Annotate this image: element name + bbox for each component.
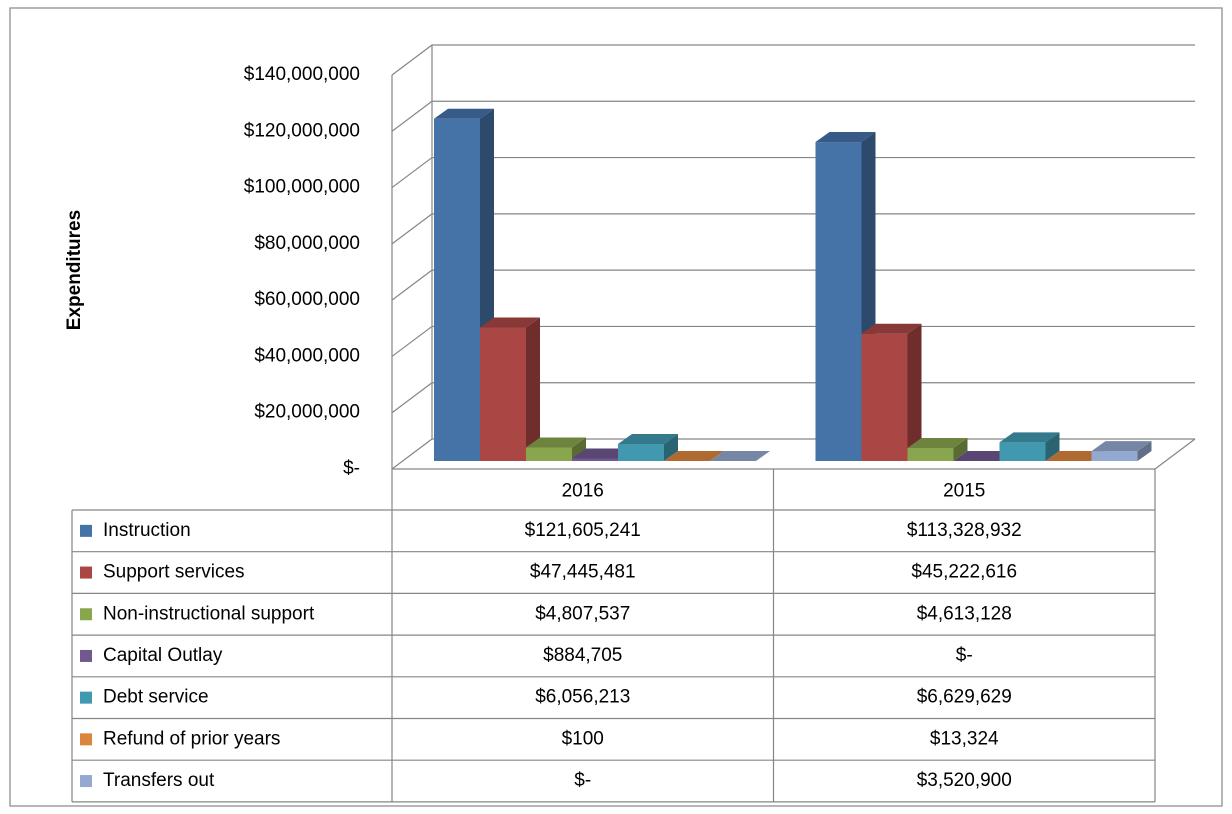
- y-tick-label: $80,000,000: [254, 233, 360, 254]
- bar-side: [1137, 441, 1152, 461]
- data-label: $4,613,128: [917, 603, 1012, 624]
- bar-top: [1091, 441, 1152, 452]
- y-tick-label: $120,000,000: [244, 120, 360, 141]
- bar-side: [953, 438, 968, 461]
- legend-key: [80, 733, 92, 746]
- bar-side: [664, 433, 678, 461]
- data-label: $6,056,213: [535, 687, 630, 708]
- legend-label: Transfers out: [103, 770, 215, 791]
- legend-key: [80, 691, 92, 704]
- bar: [480, 327, 526, 461]
- legend-label: Debt service: [103, 687, 209, 708]
- grid-line: [391, 213, 1195, 245]
- data-label: $100: [562, 728, 604, 749]
- grid-line: [391, 269, 1195, 301]
- bar: [1091, 451, 1138, 461]
- bar-top: [953, 451, 1014, 461]
- grid-line: [391, 44, 1195, 76]
- bar: [999, 442, 1046, 461]
- bar-top: [861, 323, 922, 334]
- bar-top: [999, 432, 1060, 443]
- y-tick-label: $100,000,000: [244, 177, 360, 198]
- legend-label: Capital Outlay: [103, 645, 223, 666]
- y-tick-label: $40,000,000: [254, 345, 360, 366]
- y-tick-label: $140,000,000: [244, 64, 360, 85]
- y-tick-label: $-: [343, 458, 360, 479]
- data-label: $6,629,629: [917, 687, 1012, 708]
- data-label: $121,605,241: [525, 520, 641, 541]
- data-label: $45,222,616: [911, 562, 1017, 583]
- bar-side: [526, 317, 540, 461]
- y-axis-title: Expenditures: [64, 210, 85, 330]
- data-label: $113,328,932: [907, 520, 1022, 541]
- data-label: $884,705: [543, 645, 622, 666]
- bar-top: [1045, 450, 1106, 461]
- bar-top: [907, 438, 968, 449]
- grid-line: [391, 156, 1195, 189]
- y-tick-label: $20,000,000: [254, 402, 360, 423]
- legend-key: [80, 524, 92, 537]
- bar: [907, 448, 954, 461]
- grid-line: [391, 325, 1195, 357]
- x-tick-label: 2015: [943, 481, 985, 502]
- legend-key: [80, 566, 92, 579]
- legend-label: Instruction: [103, 520, 191, 541]
- bar-top: [618, 433, 678, 444]
- legend-label: Refund of prior years: [103, 728, 280, 749]
- bar-top: [572, 448, 632, 459]
- bar-side: [572, 437, 586, 461]
- data-label: $47,445,481: [530, 562, 636, 583]
- bar-side: [710, 450, 724, 461]
- bar-top: [480, 317, 540, 328]
- bar: [572, 458, 618, 461]
- bar-side: [1045, 432, 1060, 461]
- chart-border: [9, 7, 1223, 807]
- data-label: $4,807,537: [535, 603, 630, 624]
- bar: [861, 333, 908, 461]
- grid-line: [391, 100, 1195, 132]
- bar: [618, 443, 664, 461]
- data-label: $-: [956, 645, 973, 666]
- legend-key: [80, 649, 92, 662]
- bar-top: [664, 450, 724, 461]
- x-tick-label: 2016: [562, 481, 604, 502]
- bar-top: [710, 451, 770, 461]
- bar-side: [907, 323, 922, 461]
- legend-key: [80, 608, 92, 621]
- bar: [526, 447, 572, 461]
- bar: [815, 142, 862, 462]
- floor-edge: [1154, 438, 1196, 470]
- legend-label: Support services: [103, 562, 245, 583]
- data-label: $13,324: [930, 728, 999, 749]
- data-label: $3,520,900: [917, 770, 1012, 791]
- bar-top: [434, 108, 494, 119]
- legend-label: Non-instructional support: [103, 603, 315, 624]
- y-tick-label: $60,000,000: [254, 289, 360, 310]
- bar: [434, 118, 480, 462]
- bar-top: [526, 437, 586, 448]
- legend-key: [80, 775, 92, 788]
- grid-line: [391, 382, 1195, 414]
- data-label: $-: [574, 770, 591, 791]
- bar-top: [815, 132, 876, 143]
